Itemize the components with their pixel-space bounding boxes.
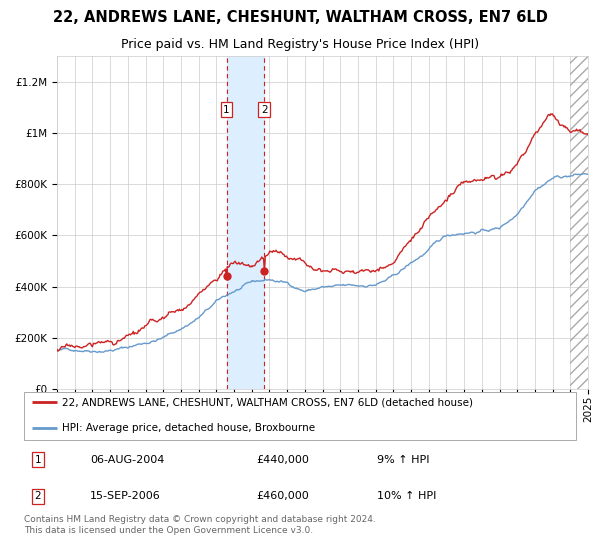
Text: 1: 1: [34, 455, 41, 465]
FancyBboxPatch shape: [24, 392, 576, 440]
Text: Contains HM Land Registry data © Crown copyright and database right 2024.
This d: Contains HM Land Registry data © Crown c…: [24, 515, 376, 535]
Bar: [570, 56, 590, 389]
Text: 1: 1: [223, 105, 230, 115]
Text: £460,000: £460,000: [256, 491, 308, 501]
Text: 10% ↑ HPI: 10% ↑ HPI: [377, 491, 437, 501]
Text: 2: 2: [261, 105, 268, 115]
Text: 22, ANDREWS LANE, CHESHUNT, WALTHAM CROSS, EN7 6LD (detached house): 22, ANDREWS LANE, CHESHUNT, WALTHAM CROS…: [62, 398, 473, 408]
Bar: [227, 56, 264, 389]
Text: 22, ANDREWS LANE, CHESHUNT, WALTHAM CROSS, EN7 6LD: 22, ANDREWS LANE, CHESHUNT, WALTHAM CROS…: [53, 11, 547, 25]
Text: 9% ↑ HPI: 9% ↑ HPI: [377, 455, 430, 465]
Text: Price paid vs. HM Land Registry's House Price Index (HPI): Price paid vs. HM Land Registry's House …: [121, 38, 479, 51]
Text: HPI: Average price, detached house, Broxbourne: HPI: Average price, detached house, Brox…: [62, 423, 314, 433]
Text: £440,000: £440,000: [256, 455, 309, 465]
Text: 06-AUG-2004: 06-AUG-2004: [90, 455, 164, 465]
Text: 2: 2: [34, 491, 41, 501]
Text: 15-SEP-2006: 15-SEP-2006: [90, 491, 161, 501]
